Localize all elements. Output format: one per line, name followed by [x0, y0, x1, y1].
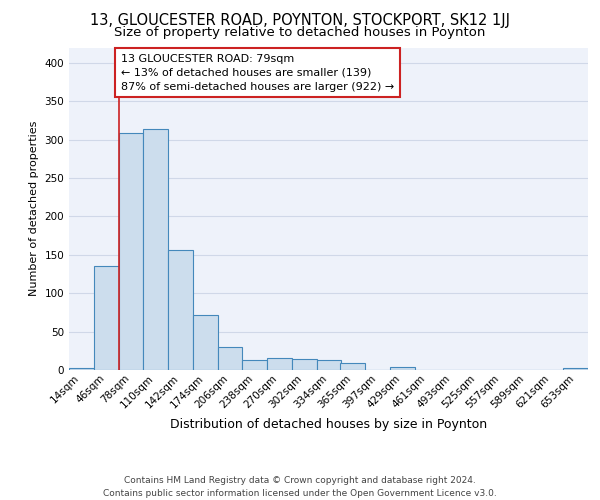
Bar — [292, 359, 317, 370]
Bar — [218, 347, 242, 370]
Bar — [119, 134, 143, 370]
X-axis label: Distribution of detached houses by size in Poynton: Distribution of detached houses by size … — [170, 418, 487, 431]
Bar — [340, 363, 365, 370]
Text: 13 GLOUCESTER ROAD: 79sqm
← 13% of detached houses are smaller (139)
87% of semi: 13 GLOUCESTER ROAD: 79sqm ← 13% of detac… — [121, 54, 394, 92]
Bar — [94, 266, 119, 370]
Bar — [267, 358, 292, 370]
Bar — [390, 367, 415, 370]
Text: Contains HM Land Registry data © Crown copyright and database right 2024.
Contai: Contains HM Land Registry data © Crown c… — [103, 476, 497, 498]
Bar — [168, 250, 193, 370]
Text: Size of property relative to detached houses in Poynton: Size of property relative to detached ho… — [115, 26, 485, 39]
Bar — [317, 360, 341, 370]
Text: 13, GLOUCESTER ROAD, POYNTON, STOCKPORT, SK12 1JJ: 13, GLOUCESTER ROAD, POYNTON, STOCKPORT,… — [90, 12, 510, 28]
Bar — [143, 129, 168, 370]
Bar — [193, 314, 218, 370]
Y-axis label: Number of detached properties: Number of detached properties — [29, 121, 39, 296]
Bar — [242, 360, 267, 370]
Bar — [563, 368, 588, 370]
Bar — [69, 368, 94, 370]
